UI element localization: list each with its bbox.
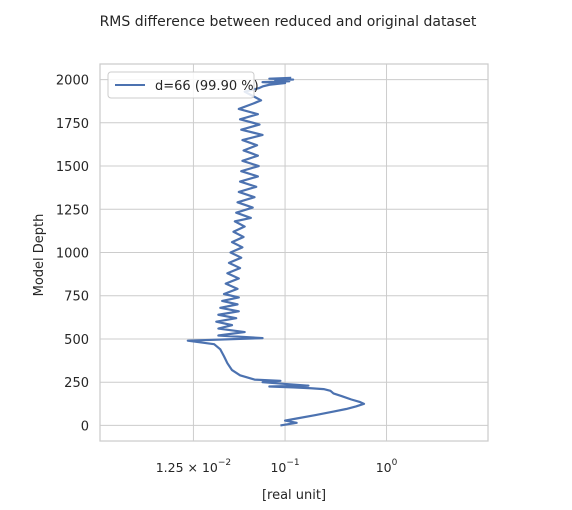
x-tick-label: 1.25 × 10−2: [156, 458, 231, 475]
y-tick-label: 500: [64, 333, 89, 348]
series-line-0: [186, 76, 366, 427]
plot-area: [99, 63, 489, 442]
x-tick-label: 100: [376, 458, 398, 475]
y-tick-label: 1500: [56, 160, 89, 175]
x-tick-label: 10−1: [270, 458, 299, 475]
y-tick-label: 1000: [56, 247, 89, 262]
y-tick-label: 2000: [56, 74, 89, 89]
series-layer: [186, 76, 366, 427]
grid-lines: [100, 64, 488, 441]
y-tick-label: 1250: [56, 203, 89, 218]
plot-frame: [99, 63, 489, 442]
y-tick-label: 0: [81, 419, 89, 434]
chart-title: RMS difference between reduced and origi…: [100, 14, 477, 30]
x-tick-labels: 1.25 × 10−2 10−1 100: [156, 458, 398, 475]
x-axis-label: [real unit]: [262, 488, 326, 503]
y-tick-labels: 0 250 500 750 1000 1250 1500 1750 2000: [56, 74, 89, 435]
y-tick-label: 250: [64, 376, 89, 391]
y-axis-label: Model Depth: [32, 214, 47, 297]
legend-label: d=66 (99.90 %): [155, 79, 259, 94]
y-tick-label: 1750: [56, 117, 89, 132]
y-tick-label: 750: [64, 290, 89, 305]
legend: d=66 (99.90 %): [107, 71, 259, 99]
legend-box: [107, 71, 255, 99]
